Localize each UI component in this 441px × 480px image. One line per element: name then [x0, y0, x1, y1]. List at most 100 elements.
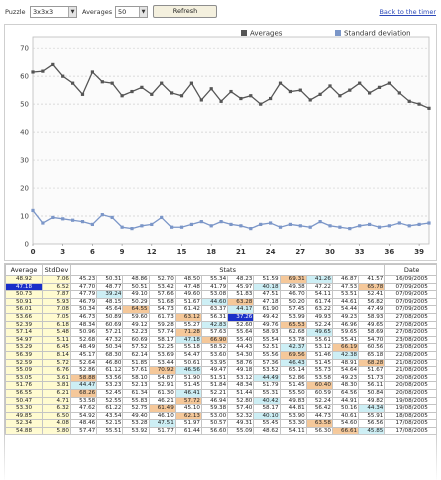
- stat-cell: 47.18: [174, 335, 202, 345]
- stat-cell: 44.49: [253, 373, 281, 383]
- stat-cell: 63.28: [227, 297, 255, 307]
- table-row[interactable]: 57.14 5.48 50.96 57.21 52.23 57.74 71.28 57.63 5…: [5, 328, 436, 337]
- back-to-timer-link[interactable]: Back to the timer: [379, 8, 436, 16]
- stat-cell: 68.30: [96, 350, 124, 360]
- stat-cell: 48.50: [174, 275, 202, 284]
- table-row[interactable]: 53.05 3.61 58.88 53.56 58.10 54.87 51.90 51.51 5…: [5, 373, 436, 383]
- stat-cell: 54.73: [148, 305, 176, 314]
- stat-cell: 49.65: [358, 320, 386, 330]
- stat-cell: 68.26: [69, 388, 98, 398]
- stat-cell: 45.10: [174, 404, 202, 413]
- table-row[interactable]: 51.76 3.81 44.47 53.23 52.13 52.91 51.45 51.84 4…: [5, 381, 436, 390]
- stat-cell: 53.99: [279, 312, 307, 322]
- average-cell: 54.88: [5, 426, 43, 436]
- x-tick-label: 30: [325, 248, 335, 256]
- series-point-1: [179, 225, 184, 229]
- stat-cell: 53.00: [200, 411, 229, 421]
- stat-cell: 52.86: [69, 366, 98, 375]
- stddev-cell: 7.06: [42, 275, 71, 284]
- table-row[interactable]: 56.01 7.08 50.34 45.64 64.55 54.73 61.42 63.37 4…: [5, 305, 436, 314]
- stat-cell: 50.61: [174, 358, 202, 368]
- stat-cell: 61.22: [96, 404, 124, 413]
- x-tick-label: 6: [90, 248, 95, 256]
- series-point-0: [160, 81, 164, 85]
- stat-cell: 52.70: [148, 275, 176, 284]
- table-row[interactable]: 54.97 5.11 52.68 47.32 60.69 58.17 47.18 66.90 5…: [5, 335, 436, 345]
- stat-cell: 53.12: [305, 343, 333, 352]
- stat-cell: 63.22: [305, 305, 333, 314]
- stat-cell: 49.93: [305, 312, 333, 322]
- stat-cell: 55.09: [227, 426, 255, 436]
- average-cell: 56.55: [5, 388, 43, 398]
- series-point-1: [338, 225, 342, 229]
- stat-cell: 61.74: [305, 297, 333, 307]
- series-point-1: [239, 224, 243, 228]
- table-row[interactable]: 54.88 5.80 57.47 55.51 53.92 51.77 61.44 56.60 5…: [5, 426, 436, 436]
- stat-cell: 53.28: [122, 419, 150, 428]
- stat-cell: 61.12: [96, 366, 124, 375]
- table-row[interactable]: 49.85 6.50 54.92 43.54 49.40 46.10 62.13 53.00 5…: [5, 411, 436, 421]
- stat-cell: 69.31: [279, 275, 307, 284]
- series-point-0: [41, 69, 45, 73]
- stat-cell: 50.57: [200, 419, 229, 428]
- stat-cell: 51.51: [200, 373, 229, 383]
- date-cell: 07/09/2005: [384, 305, 436, 314]
- header-date: Date: [384, 264, 436, 276]
- date-cell: 18/08/2005: [384, 411, 436, 421]
- stat-cell: 50.29: [122, 297, 150, 307]
- x-tick-label: 3: [60, 248, 65, 256]
- table-row[interactable]: 53.66 7.05 46.73 50.89 59.60 61.73 63.12 56.31 3…: [5, 312, 436, 322]
- stat-cell: 49.82: [358, 396, 386, 406]
- date-cell: 07/09/2005: [384, 282, 436, 292]
- stat-cell: 53.12: [227, 373, 255, 383]
- stat-cell: 49.31: [227, 419, 255, 428]
- series-point-0: [31, 70, 35, 74]
- series-point-1: [199, 220, 203, 224]
- stat-cell: 48.49: [69, 343, 98, 352]
- stat-cell: 49.10: [122, 290, 150, 299]
- series-point-0: [140, 85, 144, 89]
- table-row[interactable]: 50.73 7.87 47.79 39.24 49.10 57.66 49.60 53.08 5…: [5, 290, 436, 299]
- series-point-1: [427, 221, 431, 225]
- table-row[interactable]: 48.92 7.06 45.23 50.31 48.86 52.70 48.50 55.34 4…: [5, 275, 436, 284]
- table-row[interactable]: 56.55 6.21 68.26 52.45 61.34 61.30 46.41 52.21 5…: [5, 388, 436, 398]
- results-table-wrapper[interactable]: Average StdDev Stats Date 48.92 7.06 45.23…: [4, 263, 437, 480]
- refresh-button[interactable]: Refresh: [153, 5, 217, 18]
- table-row[interactable]: 56.39 8.14 45.17 68.30 62.14 53.69 54.47 53.60 5…: [5, 350, 436, 360]
- stat-cell: 62.68: [279, 328, 307, 337]
- date-cell: 23/08/2005: [384, 335, 436, 345]
- stat-cell: 52.21: [200, 388, 229, 398]
- series-point-1: [368, 222, 372, 227]
- averages-select[interactable]: 50 ▼: [115, 6, 148, 18]
- y-tick-label: 10: [20, 213, 29, 221]
- table-row[interactable]: 50.47 4.71 53.58 52.55 55.83 46.21 57.72 46.94 5…: [5, 396, 436, 406]
- stat-cell: 49.18: [227, 366, 255, 375]
- series-point-1: [397, 221, 401, 225]
- stat-cell: 50.84: [358, 388, 386, 398]
- stat-cell: 55.56: [253, 350, 281, 360]
- stat-cell: 48.34: [69, 320, 98, 330]
- table-row[interactable]: 52.39 6.18 48.34 60.69 49.12 59.28 55.27 42.83 5…: [5, 320, 436, 330]
- stat-cell: 56.56: [358, 419, 386, 428]
- date-cell: 20/08/2005: [384, 388, 436, 398]
- stat-cell: 57.74: [148, 328, 176, 337]
- series-point-1: [229, 222, 233, 227]
- table-row[interactable]: 50.91 5.93 46.79 48.15 50.29 51.68 51.67 44.60 6…: [5, 297, 436, 307]
- stat-cell: 48.62: [253, 426, 281, 436]
- series-point-0: [407, 99, 411, 103]
- stat-cell: 56.30: [305, 426, 333, 436]
- table-row[interactable]: 53.29 6.45 48.49 50.34 57.52 52.25 55.18 58.52 4…: [5, 343, 436, 352]
- stat-cell: 47.32: [96, 335, 124, 345]
- stat-cell: 53.23: [96, 381, 124, 390]
- puzzle-select[interactable]: 3x3x3 ▼: [30, 6, 77, 18]
- stddev-cell: 3.81: [42, 381, 71, 390]
- stats-chart: 0 10 20 30 40 50 60 70 0 3 6 9 12 15 18 21 24 27 30 33 36 39 A…: [4, 24, 437, 261]
- table-row[interactable]: 47.18 6.52 47.70 48.77 50.51 53.42 47.48 41.79 4…: [5, 282, 436, 292]
- stat-cell: 68.28: [358, 358, 386, 368]
- table-row[interactable]: 53.30 6.32 47.62 61.22 52.75 61.49 45.10 59.38 5…: [5, 404, 436, 413]
- table-row[interactable]: 55.09 6.76 52.86 61.12 57.61 70.92 46.56 49.47 4…: [5, 366, 436, 375]
- table-row[interactable]: 52.59 5.72 52.64 46.80 51.85 53.44 50.61 53.95 5…: [5, 358, 436, 368]
- series-point-1: [318, 220, 322, 224]
- table-row[interactable]: 52.34 4.08 48.46 52.15 53.28 47.51 51.97 50.57 4…: [5, 419, 436, 428]
- series-point-0: [249, 94, 253, 98]
